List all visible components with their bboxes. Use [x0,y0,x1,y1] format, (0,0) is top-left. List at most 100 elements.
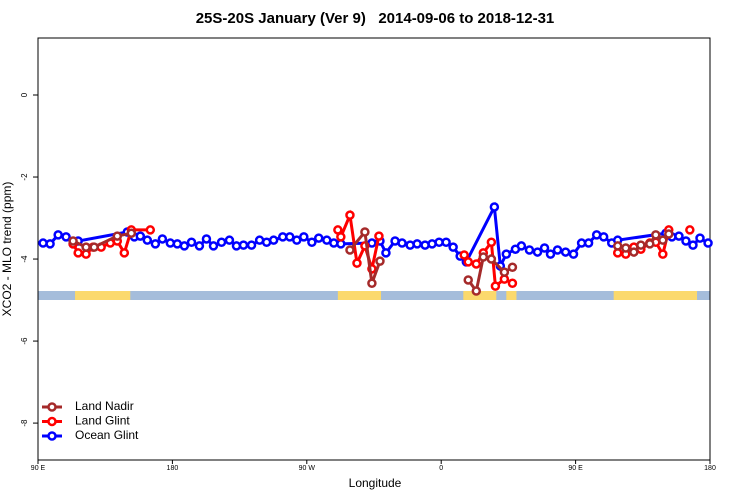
data-point [489,202,500,212]
data-point [501,249,512,259]
data-point [486,254,497,264]
legend-label: Ocean Glint [75,428,139,442]
data-point [478,252,489,262]
data-point [524,245,535,255]
y-axis-label: XCO2 - MLO trend (ppm) [0,182,14,317]
data-point [448,242,458,252]
data-point [507,278,518,288]
data-point [685,225,695,235]
data-point [612,241,623,251]
data-point [345,245,355,255]
plot-frame [37,37,711,461]
data-point [703,238,713,248]
data-point [629,247,639,257]
chart-title: 25S-20S January (Ver 9) 2014-09-06 to 20… [196,10,555,27]
data-point [688,240,698,250]
x-tick-label: 90 W [299,465,316,472]
data-point [150,239,161,249]
data-point [336,232,346,242]
data-point [459,250,469,260]
x-tick-label: 90 E [31,465,46,472]
data-point [238,240,249,250]
data-point [695,233,705,243]
legend-marker [47,402,57,412]
data-point [186,237,197,247]
data-point [560,247,571,257]
data-point [532,247,543,257]
data-point [352,258,362,268]
data-point [112,231,123,241]
data-point [246,240,257,250]
legend-label: Land Glint [75,414,130,428]
data-point [208,241,219,251]
data-point [463,275,473,285]
data-point [285,232,295,242]
data-point [658,235,668,245]
data-point [583,238,594,248]
data-point [651,230,661,240]
series-line [73,215,690,286]
y-tick-label: -4 [20,255,29,263]
land-band [506,291,517,300]
data-point [598,232,609,242]
data-point [179,241,190,251]
data-point [135,231,146,241]
data-point [345,210,355,220]
data-point [126,228,137,238]
data-point [681,236,691,246]
data-point [313,233,324,243]
data-point [360,227,370,237]
data-point [201,234,212,244]
legend-marker [47,431,57,441]
data-point [490,281,501,291]
data-point [463,257,473,267]
data-point [412,239,422,249]
data-point [45,239,55,249]
data-point [142,235,153,245]
y-tick-label: -8 [20,419,29,427]
data-point [486,237,497,247]
legend-marker [47,416,57,427]
data-point [471,286,482,296]
data-point [664,229,674,239]
data-point [621,243,631,253]
data-point [397,238,407,248]
data-point [157,234,168,244]
y-tick-label: 0 [20,92,29,97]
data-point [194,241,205,251]
data-point [89,242,99,252]
data-point [516,241,527,251]
data-point [374,231,384,241]
data-point [292,235,302,245]
data-point [61,232,71,242]
data-point [539,243,550,253]
x-axis-label: Longitude [349,476,402,490]
data-point [224,235,235,245]
data-point [73,248,83,258]
y-tick-label: -6 [20,337,29,345]
x-tick-label: 180 [704,465,716,472]
data-point [507,262,518,272]
data-point [658,249,668,259]
data-point [307,237,317,247]
data-point [674,231,684,241]
y-tick-label: -2 [20,173,29,181]
data-point [545,249,556,259]
data-point [299,232,309,242]
data-point [471,259,482,269]
data-point [53,230,63,240]
data-point [68,236,78,246]
data-point [645,239,655,249]
data-point [636,240,646,250]
data-point [81,242,91,252]
data-point [381,248,391,258]
data-point [441,237,451,247]
data-point [552,245,563,255]
data-point [119,248,130,258]
data-point [375,256,385,266]
x-tick-label: 0 [439,465,443,472]
land-band [337,291,382,300]
data-point [216,237,227,247]
data-point [145,225,156,235]
